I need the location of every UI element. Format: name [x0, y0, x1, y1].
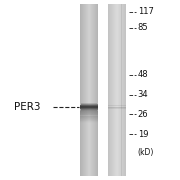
Bar — [80, 111, 98, 114]
Bar — [92, 4, 93, 176]
Bar — [80, 4, 98, 176]
Bar — [80, 4, 81, 176]
Bar — [110, 4, 111, 176]
Bar — [95, 4, 96, 176]
Bar — [81, 110, 97, 111]
Bar — [114, 4, 115, 176]
Bar — [115, 4, 116, 176]
Bar — [80, 106, 98, 107]
Bar — [80, 120, 98, 123]
Bar — [90, 4, 91, 176]
Bar — [125, 4, 126, 176]
Bar — [80, 108, 98, 109]
Bar — [98, 4, 108, 176]
Bar — [80, 117, 98, 120]
Bar — [86, 4, 87, 176]
Bar — [117, 4, 118, 176]
Bar — [80, 107, 98, 108]
Bar — [81, 4, 82, 176]
Bar — [81, 104, 98, 105]
Bar — [108, 108, 126, 109]
Bar — [91, 4, 92, 176]
Bar — [84, 4, 85, 176]
Bar — [80, 119, 98, 122]
Bar — [124, 4, 125, 176]
Bar — [120, 4, 121, 176]
Bar — [89, 4, 90, 176]
Bar — [80, 109, 98, 112]
Bar — [82, 4, 83, 176]
Bar — [116, 4, 117, 176]
Bar — [96, 4, 97, 176]
Bar — [122, 4, 123, 176]
Text: 19: 19 — [138, 130, 148, 139]
Bar — [111, 4, 112, 176]
Text: 117: 117 — [138, 7, 154, 16]
Bar — [80, 105, 98, 106]
Bar — [108, 4, 109, 176]
Bar — [97, 4, 98, 176]
Bar — [80, 118, 98, 121]
Bar — [81, 103, 97, 104]
Bar — [88, 4, 89, 176]
Bar — [108, 107, 126, 108]
Bar — [112, 4, 113, 176]
Bar — [87, 4, 88, 176]
Text: 26: 26 — [138, 110, 148, 119]
Bar — [93, 4, 94, 176]
Bar — [123, 4, 124, 176]
Bar — [80, 110, 98, 113]
Text: 34: 34 — [138, 90, 148, 99]
Bar — [85, 4, 86, 176]
Bar — [80, 112, 98, 115]
Bar — [94, 4, 95, 176]
Bar — [81, 109, 98, 110]
Bar — [119, 4, 120, 176]
Bar — [108, 106, 126, 107]
Text: 48: 48 — [138, 70, 148, 79]
Bar — [80, 116, 98, 119]
Bar — [80, 113, 98, 116]
Text: 85: 85 — [138, 23, 148, 32]
Bar — [80, 114, 98, 118]
Bar — [118, 4, 119, 176]
Bar — [113, 4, 114, 176]
Bar — [109, 4, 110, 176]
Text: PER3: PER3 — [14, 102, 41, 112]
Bar — [108, 4, 126, 176]
Text: (kD): (kD) — [138, 148, 154, 157]
Bar — [121, 4, 122, 176]
Bar — [83, 4, 84, 176]
Bar — [80, 121, 98, 125]
Bar — [94, 4, 95, 176]
